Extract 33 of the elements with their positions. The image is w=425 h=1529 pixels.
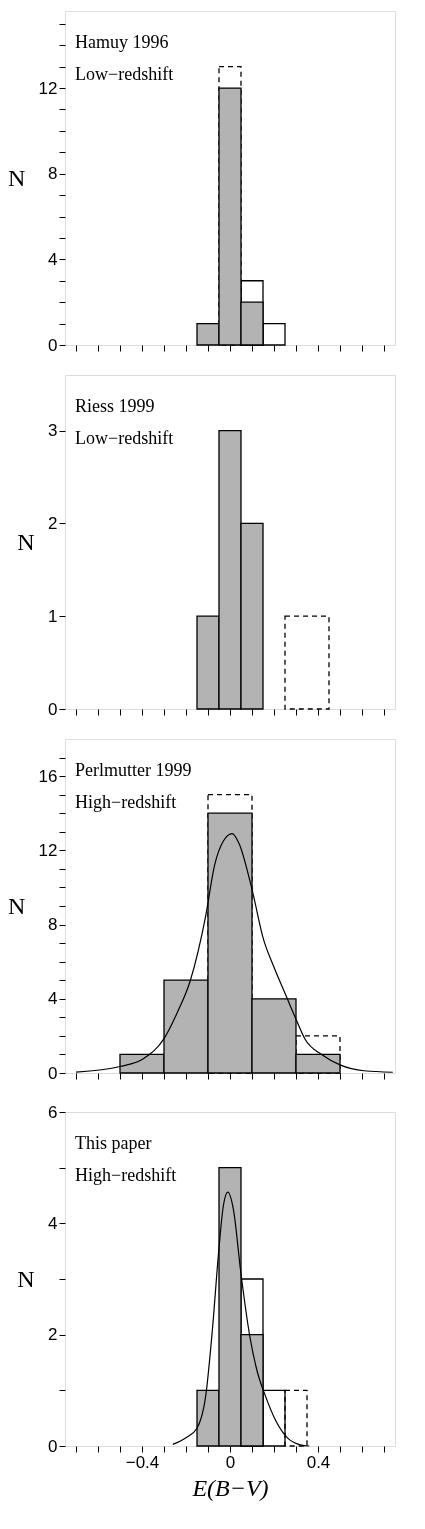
y-tick-label: 4 (48, 249, 58, 269)
annotation: Riess 1999 (75, 396, 155, 416)
y-tick-label: 2 (48, 1325, 58, 1345)
annotation: Perlmutter 1999 (75, 760, 192, 780)
y-tick-label: 4 (48, 1213, 58, 1233)
y-tick-label: 8 (48, 164, 58, 184)
y-tick-label: 0 (48, 335, 58, 355)
x-tick-label: −0.4 (125, 1452, 160, 1472)
y-tick-label: 1 (48, 606, 58, 626)
annotation: This paper (75, 1133, 152, 1153)
annotation: Low−redshift (75, 428, 174, 448)
y-tick-label: 12 (38, 78, 58, 98)
y-tick-label: 2 (48, 513, 58, 533)
y-tick-label: 4 (48, 989, 58, 1009)
annotation: High−redshift (75, 1165, 177, 1185)
y-tick-label: 12 (38, 840, 58, 860)
y-tick-label: 0 (48, 1063, 58, 1083)
annotation: Low−redshift (75, 64, 174, 84)
y-tick-label: 8 (48, 915, 58, 935)
y-tick-label: 0 (48, 1436, 58, 1456)
y-tick-label: 3 (48, 421, 58, 441)
x-tick-label: 0 (225, 1452, 236, 1472)
y-axis-title: N (17, 1265, 35, 1292)
x-tick-label: 0.4 (306, 1452, 331, 1472)
annotation: High−redshift (75, 792, 177, 812)
y-tick-label: 6 (48, 1102, 58, 1122)
annotation: Hamuy 1996 (75, 32, 169, 52)
y-axis-title: N (7, 164, 26, 191)
y-tick-label: 16 (38, 766, 58, 786)
y-tick-label: 0 (48, 699, 58, 719)
x-axis-title: E(B−V) (191, 1474, 269, 1501)
y-axis-title: N (17, 528, 35, 555)
y-axis-title: N (7, 892, 26, 919)
